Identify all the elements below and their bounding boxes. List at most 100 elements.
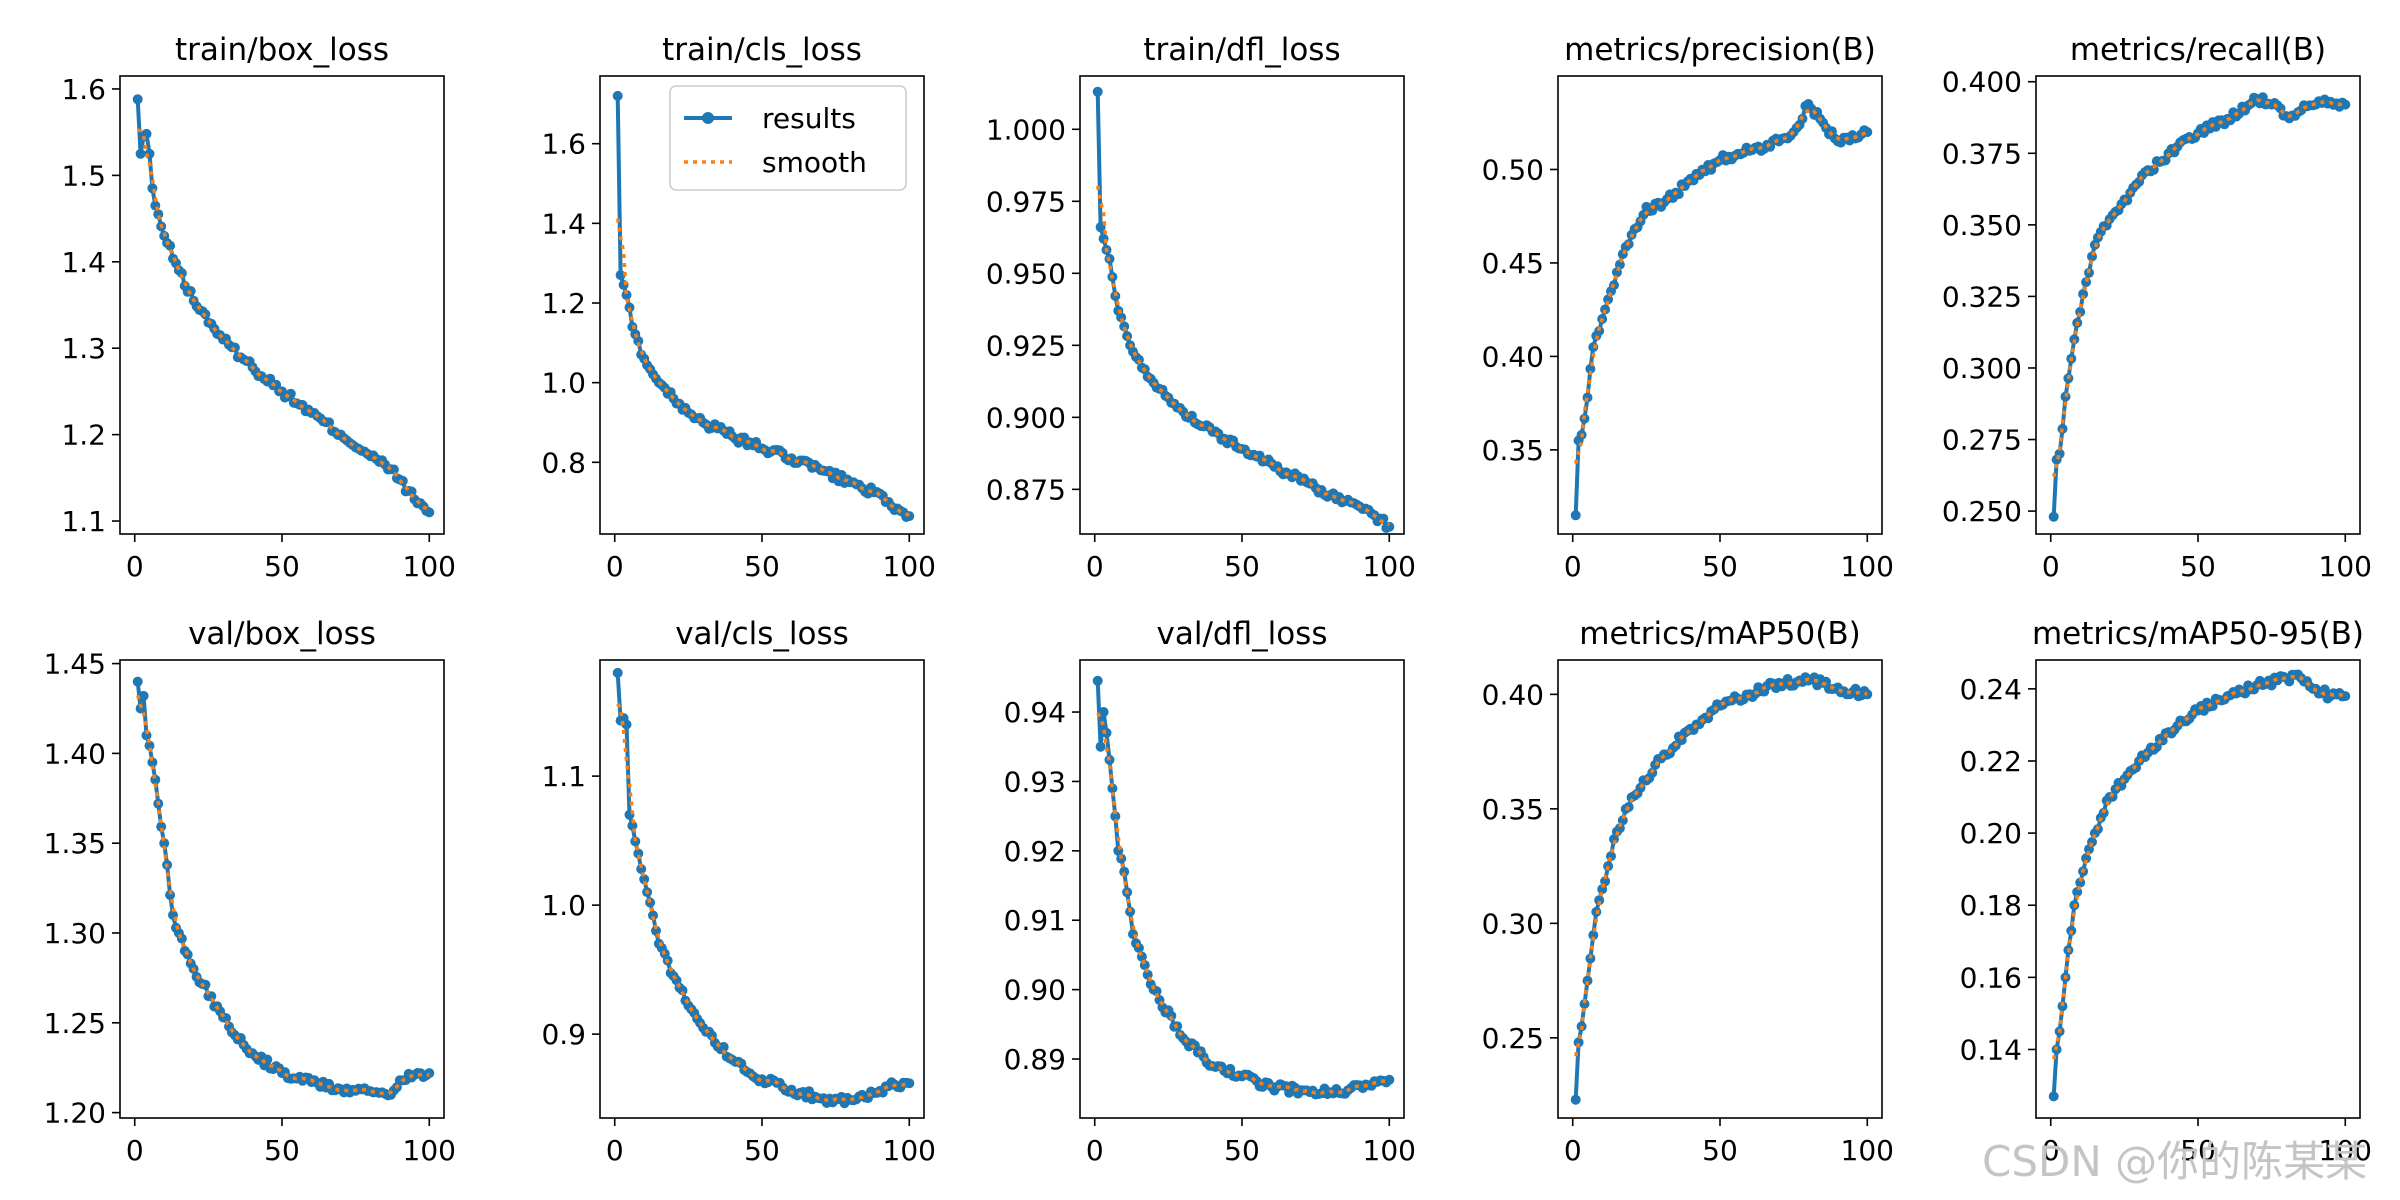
results-line	[1573, 675, 1869, 1100]
results-line	[2051, 672, 2346, 1097]
y-tick-label: 0.975	[986, 185, 1066, 218]
smooth-line	[1096, 712, 1390, 1095]
y-tick-label: 0.375	[1942, 137, 2022, 170]
y-tick-label: 0.350	[1942, 209, 2022, 242]
y-tick-label: 1.35	[44, 827, 106, 860]
y-tick-label: 1.6	[61, 73, 106, 106]
data-point	[1594, 895, 1605, 906]
data-point	[1570, 1094, 1581, 1105]
data-point	[718, 1042, 729, 1052]
data-point	[1570, 510, 1581, 521]
x-tick-label: 0	[606, 1134, 624, 1167]
data-point	[144, 740, 155, 751]
data-point	[630, 836, 641, 847]
y-tick-label: 1.4	[61, 246, 106, 279]
y-tick-label: 0.20	[1960, 817, 2022, 850]
results-markers	[132, 94, 435, 518]
smooth-line	[615, 218, 910, 517]
data-point	[612, 90, 623, 101]
y-tick-label: 0.89	[1004, 1043, 1066, 1076]
x-tick-label: 50	[1702, 550, 1738, 583]
data-point	[615, 270, 626, 281]
data-point	[135, 148, 146, 159]
data-point	[324, 417, 335, 428]
data-point	[2078, 289, 2089, 299]
legend-box	[669, 85, 907, 191]
x-tick-label: 100	[403, 550, 456, 583]
legend-results-label: results	[762, 102, 856, 135]
smooth-line	[2051, 98, 2346, 478]
chart-title: train/cls_loss	[662, 32, 862, 68]
data-point	[132, 94, 143, 105]
y-tick-label: 0.950	[986, 257, 1066, 290]
data-point	[633, 848, 644, 859]
smooth-line	[2051, 674, 2346, 1060]
y-tick-label: 0.93	[1004, 765, 1066, 798]
chart-panel: metrics/precision(B) 0 50 100 0.35 0.40 0.45 0.…	[1482, 32, 1894, 583]
y-tick-label: 0.875	[986, 473, 1066, 506]
y-tick-label: 0.400	[1942, 66, 2022, 99]
results-markers	[1570, 99, 1873, 521]
x-tick-label: 50	[1224, 1134, 1260, 1167]
y-tick-label: 0.35	[1482, 434, 1544, 467]
y-tick-label: 0.300	[1942, 352, 2022, 385]
data-point	[1588, 930, 1599, 941]
data-point	[1110, 811, 1121, 822]
smooth-line	[137, 128, 431, 512]
y-tick-label: 1.1	[61, 505, 106, 538]
data-point	[165, 890, 176, 900]
results-line	[135, 99, 431, 515]
results-line	[1573, 102, 1869, 516]
y-tick-label: 1.25	[44, 1007, 106, 1040]
x-tick-label: 0	[1086, 550, 1104, 583]
x-tick-label: 0	[1564, 550, 1582, 583]
y-tick-label: 1.4	[541, 207, 586, 240]
data-point	[1585, 953, 1596, 964]
data-point	[1579, 999, 1590, 1009]
chart-panel: train/dfl_loss 0 50 100 0.875 0.900 0.925 0.950…	[986, 32, 1416, 583]
x-tick-label: 100	[1841, 1134, 1894, 1167]
y-tick-label: 0.94	[1004, 696, 1066, 729]
data-point	[1095, 741, 1106, 752]
chart-panel: metrics/recall(B) 0 50 100 0.250 0.275 0.300 0.…	[1942, 32, 2372, 583]
y-tick-label: 1.000	[986, 113, 1066, 146]
chart-panel: val/cls_loss 0 50 100 0.9 1.0 1.1	[541, 616, 936, 1167]
y-tick-label: 0.8	[541, 446, 586, 479]
data-point	[651, 925, 661, 936]
y-tick-label: 1.40	[44, 737, 106, 770]
y-tick-label: 0.9	[541, 1018, 586, 1051]
chart-title: metrics/mAP50-95(B)	[2032, 616, 2364, 652]
results-markers	[132, 676, 435, 1101]
data-point	[1614, 823, 1625, 834]
chart-title: train/dfl_loss	[1143, 32, 1340, 68]
data-point	[135, 703, 146, 714]
data-point	[2057, 1001, 2068, 1012]
legend-smooth-label: smooth	[762, 146, 867, 179]
legend: results smooth	[669, 85, 907, 191]
plot-frame	[1079, 75, 1405, 535]
y-tick-label: 0.22	[1960, 745, 2022, 778]
data-point	[147, 757, 158, 768]
data-point	[1582, 975, 1593, 986]
x-tick-label: 50	[744, 1134, 780, 1167]
x-tick-label: 100	[1363, 550, 1416, 583]
data-point	[1107, 783, 1118, 794]
x-tick-label: 50	[264, 550, 300, 583]
data-point	[2048, 511, 2059, 522]
smooth-line	[1573, 677, 1868, 1057]
y-tick-label: 1.0	[541, 367, 586, 400]
results-markers	[1570, 672, 1873, 1105]
data-point	[1600, 304, 1611, 315]
x-tick-label: 0	[1564, 1134, 1582, 1167]
results-line	[1095, 680, 1391, 1097]
data-point	[1119, 866, 1130, 877]
data-point	[1594, 326, 1605, 336]
legend-results-marker-icon	[702, 112, 714, 124]
smooth-line	[1095, 185, 1391, 527]
data-point	[2075, 877, 2086, 888]
chart-panel: metrics/mAP50-95(B) 0 50 100 0.14 0.16 0.18 0.2…	[1960, 616, 2372, 1167]
data-point	[677, 985, 688, 996]
y-tick-label: 1.5	[61, 159, 106, 192]
results-line	[2051, 95, 2347, 517]
y-tick-label: 1.2	[61, 419, 106, 452]
